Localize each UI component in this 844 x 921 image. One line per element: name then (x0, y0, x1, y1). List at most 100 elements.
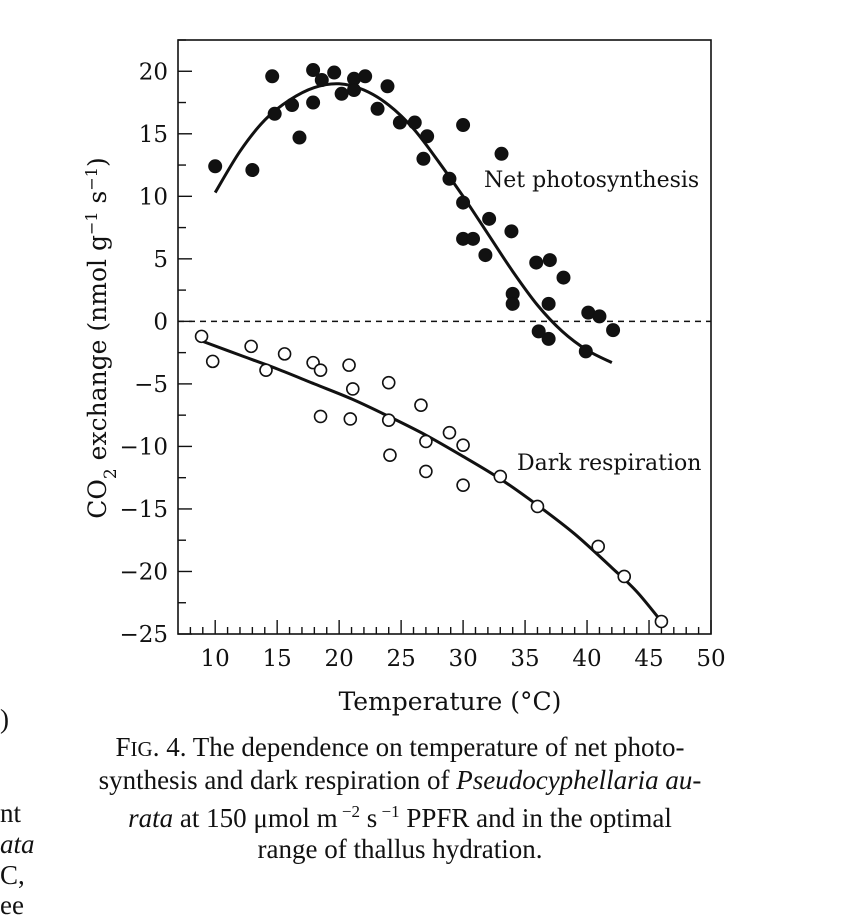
point-net-photosynthesis (314, 73, 329, 88)
x-tick-label: 30 (448, 646, 477, 672)
figure-caption: FIG. 4. The dependence on temperature of… (55, 732, 745, 865)
point-dark-respiration (381, 375, 396, 390)
point-net-photosynthesis (370, 101, 385, 116)
point-net-photosynthesis (306, 63, 321, 78)
x-axis: 10 15 20 25 30 35 40 45 50 (189, 620, 726, 672)
y-axis-title: CO2 exchange (nmol g−1 s−1) (82, 157, 122, 518)
point-dark-respiration (194, 329, 209, 344)
point-dark-respiration (591, 539, 606, 554)
point-dark-respiration (342, 358, 356, 372)
point-net-photosynthesis (392, 115, 407, 130)
y-tick-label: −20 (119, 559, 168, 585)
point-dark-respiration (456, 478, 470, 492)
point-dark-respiration (383, 448, 397, 462)
y-tick-label: 10 (139, 184, 168, 210)
point-dark-respiration (493, 469, 508, 484)
point-dark-respiration (414, 398, 428, 412)
y-axis: 20 15 10 5 0 −5 −10 −15 −20 −25 (119, 39, 192, 648)
caption-fig-smallcaps: IG (130, 737, 153, 761)
point-net-photosynthesis (442, 171, 457, 186)
caption-line-3: rata at 150 μmol m −2 s −1 PPFR and in t… (55, 796, 745, 834)
point-net-photosynthesis (505, 296, 520, 311)
data-points (194, 63, 669, 629)
point-net-photosynthesis (592, 309, 607, 324)
point-net-photosynthesis (466, 231, 481, 246)
point-net-photosynthesis (285, 98, 300, 113)
y-tick-label: 15 (139, 122, 168, 148)
x-tick-label: 50 (696, 646, 725, 672)
caption-line-3-text: at 150 μmol m (173, 803, 338, 833)
point-net-photosynthesis (267, 106, 282, 121)
plot-border (177, 39, 712, 635)
point-dark-respiration (456, 438, 470, 452)
point-net-photosynthesis (478, 248, 493, 263)
margin-fragment: ee (0, 890, 24, 920)
point-dark-respiration (313, 409, 328, 424)
caption-sup-2: −1 (377, 802, 400, 821)
point-dark-respiration (345, 382, 360, 396)
x-tick-label: 20 (324, 646, 353, 672)
point-dark-respiration (313, 363, 328, 377)
caption-fig-initial: F (115, 732, 131, 762)
y-tick-label: −25 (119, 622, 168, 648)
margin-fragment: ata (0, 829, 35, 859)
caption-line-2: synthesis and dark respiration of Pseudo… (55, 765, 745, 796)
caption-line-3-rest: PPFR and in the optimal (399, 803, 672, 833)
point-net-photosynthesis (541, 296, 556, 311)
point-net-photosynthesis (456, 118, 471, 133)
caption-line-1: FIG. 4. The dependence on temperature of… (55, 732, 745, 765)
x-tick-label: 35 (510, 646, 539, 672)
y-tick-label: 5 (153, 247, 168, 273)
y-tick-label: −10 (119, 434, 168, 460)
caption-species-name: Pseudocyphellaria au- (456, 765, 702, 795)
margin-fragment: nt (0, 798, 22, 828)
x-tick-label: 15 (263, 646, 292, 672)
point-net-photosynthesis (541, 331, 556, 346)
y-tick-label: −15 (119, 497, 168, 523)
point-net-photosynthesis (245, 163, 260, 178)
point-net-photosynthesis (327, 65, 342, 80)
point-net-photosynthesis (556, 270, 571, 285)
x-tick-label: 40 (572, 646, 601, 672)
point-dark-respiration (277, 347, 292, 361)
point-dark-respiration (442, 425, 457, 440)
fit-curve-dark-respiration (202, 339, 663, 623)
point-net-photosynthesis (504, 224, 519, 239)
point-net-photosynthesis (347, 83, 362, 98)
point-net-photosynthesis (208, 159, 223, 174)
point-dark-respiration (419, 434, 433, 449)
point-net-photosynthesis (578, 344, 593, 359)
point-dark-respiration (419, 464, 433, 479)
caption-sup-1: −2 (337, 802, 360, 821)
point-net-photosynthesis (542, 253, 557, 268)
caption-line-3-s: s (359, 803, 378, 833)
x-tick-label: 25 (386, 646, 415, 672)
caption-line-4: range of thallus hydration. (257, 834, 543, 864)
point-dark-respiration (205, 354, 220, 369)
point-net-photosynthesis (334, 86, 349, 101)
point-net-photosynthesis (416, 151, 431, 166)
x-axis-title: Temperature (°C) (339, 687, 562, 716)
caption-line-2-text: synthesis and dark respiration of (98, 765, 457, 795)
margin-fragment: C, (0, 860, 25, 890)
point-dark-respiration (259, 363, 273, 377)
point-net-photosynthesis (606, 323, 621, 338)
y-tick-label: −5 (134, 372, 168, 398)
caption-species-end: rata (128, 803, 174, 833)
point-net-photosynthesis (358, 69, 373, 84)
x-tick-label: 45 (634, 646, 663, 672)
point-net-photosynthesis (456, 195, 471, 210)
point-dark-respiration (244, 339, 258, 354)
point-net-photosynthesis (407, 115, 422, 130)
point-dark-respiration (343, 412, 358, 426)
point-net-photosynthesis (482, 211, 497, 226)
caption-line-1-text: . 4. The dependence on temperature of ne… (152, 732, 685, 762)
point-net-photosynthesis (265, 69, 280, 84)
margin-fragment: ) (0, 704, 9, 734)
point-dark-respiration (654, 614, 669, 629)
point-net-photosynthesis (380, 79, 395, 94)
y-tick-label: 0 (153, 309, 168, 335)
point-dark-respiration (381, 413, 396, 427)
point-net-photosynthesis (292, 130, 307, 145)
point-dark-respiration (617, 569, 632, 584)
